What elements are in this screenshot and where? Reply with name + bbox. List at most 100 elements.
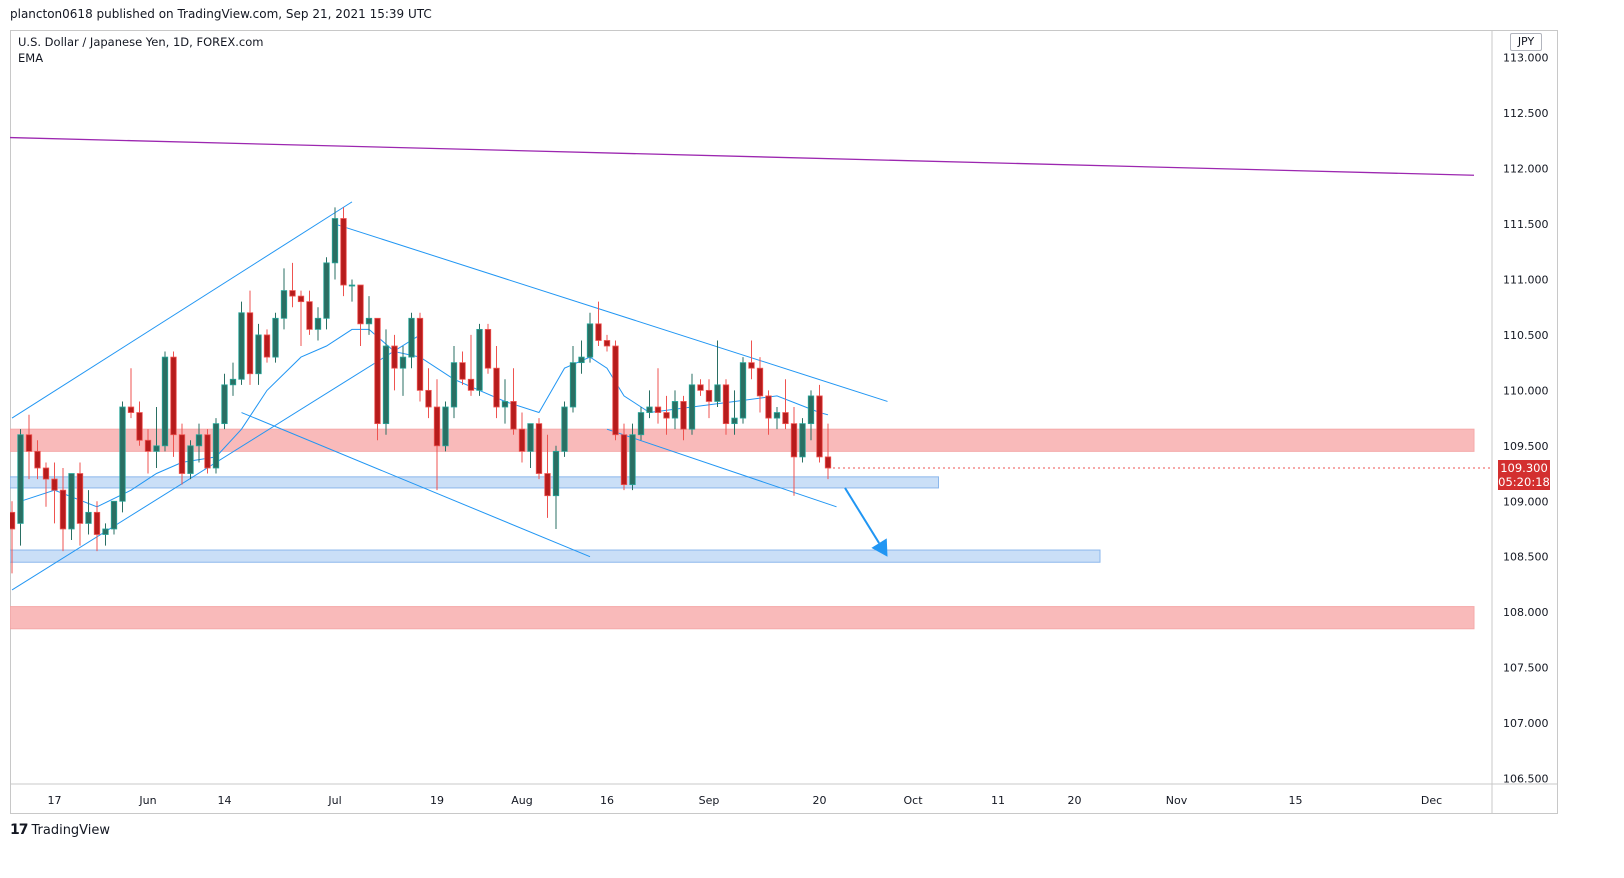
candle[interactable] — [272, 312, 279, 363]
candle[interactable] — [663, 395, 670, 435]
candle[interactable] — [51, 462, 58, 524]
candle[interactable] — [348, 279, 356, 302]
candle[interactable] — [612, 340, 619, 441]
candle[interactable] — [688, 373, 696, 435]
candle[interactable] — [76, 462, 84, 546]
candle[interactable] — [722, 379, 730, 435]
candle[interactable] — [136, 401, 143, 446]
candle[interactable] — [807, 390, 815, 441]
candle[interactable] — [204, 429, 211, 474]
trendline-4[interactable] — [606, 428, 837, 508]
price-axis[interactable]: 113.000 112.500 112.000 111.500 111.000 110.5… — [1503, 52, 1549, 786]
trendline-2[interactable] — [241, 412, 591, 558]
candle[interactable] — [365, 296, 373, 335]
candle[interactable] — [93, 501, 101, 552]
candle[interactable] — [17, 429, 24, 546]
candle[interactable] — [739, 357, 747, 424]
candle[interactable] — [569, 346, 577, 413]
candle[interactable] — [433, 379, 441, 491]
support-zone-2[interactable] — [10, 549, 1101, 563]
trendline-3[interactable] — [334, 223, 888, 402]
candle[interactable] — [501, 379, 509, 424]
trendline-0[interactable] — [11, 201, 353, 419]
candle[interactable] — [459, 351, 466, 385]
candle[interactable] — [629, 423, 636, 491]
candle[interactable] — [127, 368, 135, 419]
candle[interactable] — [382, 329, 390, 435]
candle[interactable] — [467, 334, 475, 396]
chart-pane[interactable] — [10, 30, 1558, 814]
support-zone-1[interactable] — [10, 476, 939, 489]
candle[interactable] — [782, 379, 789, 430]
candle[interactable] — [331, 207, 339, 280]
candle[interactable] — [756, 357, 764, 413]
candle[interactable] — [595, 301, 602, 347]
candle[interactable] — [34, 440, 41, 480]
candle[interactable] — [85, 490, 92, 535]
candle[interactable] — [263, 329, 271, 363]
candle[interactable] — [484, 323, 492, 374]
candle[interactable] — [637, 407, 645, 441]
candle[interactable] — [280, 268, 288, 330]
candle[interactable] — [671, 390, 679, 430]
candle[interactable] — [144, 429, 152, 474]
candle[interactable] — [238, 301, 245, 385]
down-arrow-icon[interactable] — [871, 538, 888, 557]
candle[interactable] — [552, 445, 560, 529]
candle[interactable] — [323, 257, 330, 330]
candle[interactable] — [646, 390, 653, 419]
candle[interactable] — [297, 290, 305, 347]
candle[interactable] — [654, 368, 662, 424]
candle[interactable] — [59, 467, 67, 552]
candle[interactable] — [731, 390, 738, 435]
candle[interactable] — [221, 373, 228, 430]
long-term-trendline[interactable] — [10, 136, 1475, 176]
candle[interactable] — [187, 440, 194, 480]
candle[interactable] — [816, 384, 823, 463]
candle[interactable] — [535, 418, 543, 480]
candle[interactable] — [110, 500, 118, 535]
candle[interactable] — [212, 418, 220, 474]
candle[interactable] — [161, 351, 169, 452]
candle[interactable] — [119, 401, 126, 513]
candle[interactable] — [450, 346, 458, 419]
candle[interactable] — [790, 407, 798, 496]
candle[interactable] — [246, 290, 254, 385]
candle[interactable] — [399, 346, 407, 396]
candle[interactable] — [314, 307, 322, 341]
candle[interactable] — [476, 323, 483, 396]
candle[interactable] — [578, 340, 585, 374]
resistance-zone-0[interactable] — [10, 428, 1475, 452]
candle[interactable] — [773, 407, 781, 430]
candle[interactable] — [425, 368, 432, 419]
candle[interactable] — [748, 340, 755, 380]
candle[interactable] — [170, 351, 177, 457]
candle[interactable] — [705, 379, 713, 419]
candle[interactable] — [340, 207, 347, 297]
candle[interactable] — [697, 379, 704, 396]
candle[interactable] — [493, 346, 500, 419]
candle[interactable] — [153, 407, 160, 468]
candle[interactable] — [603, 334, 611, 352]
candle[interactable] — [510, 368, 517, 435]
candle[interactable] — [442, 401, 449, 452]
candle[interactable] — [229, 362, 237, 396]
symbol-title[interactable]: U.S. Dollar / Japanese Yen, 1D, FOREX.co… — [18, 35, 264, 49]
candle[interactable] — [391, 334, 398, 391]
candle[interactable] — [9, 501, 16, 574]
currency-badge[interactable]: JPY — [1510, 33, 1542, 51]
candle[interactable] — [178, 423, 186, 485]
candle[interactable] — [799, 418, 806, 463]
candle[interactable] — [527, 423, 534, 468]
down-arrow-shaft[interactable] — [844, 487, 880, 544]
candle[interactable] — [374, 317, 381, 441]
candle[interactable] — [289, 262, 296, 308]
candle[interactable] — [255, 323, 262, 385]
candle[interactable] — [544, 434, 551, 518]
candle[interactable] — [408, 312, 415, 369]
candle[interactable] — [518, 412, 526, 463]
candle[interactable] — [357, 284, 364, 347]
candle[interactable] — [25, 414, 33, 480]
candle[interactable] — [102, 523, 109, 546]
